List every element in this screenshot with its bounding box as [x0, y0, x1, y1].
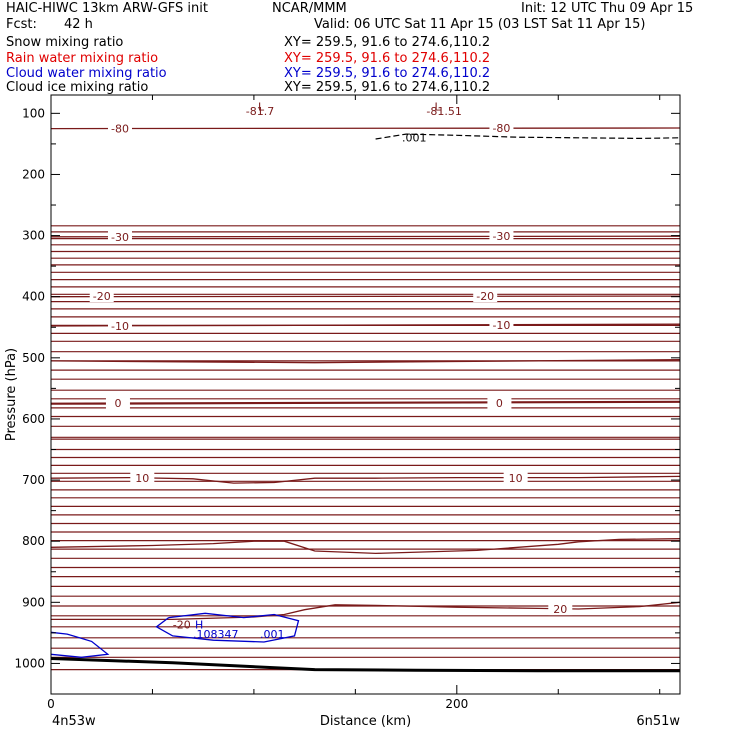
isotherm-label-bg	[503, 472, 528, 485]
isotherm-labeled-line	[51, 601, 680, 621]
isotherm-labeled-line	[51, 295, 680, 298]
isotherm-label: -80	[111, 123, 129, 136]
field-cloudwater-xy: XY= 259.5, 91.6 to 274.6,110.2	[284, 66, 491, 81]
org-label: NCAR/MMM	[272, 1, 347, 16]
x-tick-label: 0	[47, 697, 55, 711]
isotherm-label: -30	[492, 230, 510, 243]
init-label: Init: 12 UTC Thu 09 Apr 15	[521, 1, 694, 16]
y-tick-label: 700	[22, 473, 45, 487]
isotherm-labeled-line	[51, 400, 680, 405]
chart-annotation: L	[434, 100, 441, 113]
cloud-water-contour	[155, 612, 300, 643]
isotherm-label: -10	[111, 320, 129, 333]
isotherm-label: -10	[492, 319, 510, 332]
isotherm-label: 10	[135, 472, 149, 485]
field-rain-xy: XY= 259.5, 91.6 to 274.6,110.2	[284, 51, 491, 66]
isotherm-label: -80	[492, 122, 510, 135]
isotherm-label-bg	[107, 230, 132, 243]
y-tick-label: 600	[22, 412, 45, 426]
isotherm-label-bg	[105, 397, 130, 410]
valid-label: Valid: 06 UTC Sat 11 Apr 15 (03 LST Sat …	[314, 17, 646, 32]
isotherm-label-bg	[473, 290, 498, 303]
field-cloudice-xy: XY= 259.5, 91.6 to 274.6,110.2	[284, 80, 491, 95]
right-endpoint-label: 6n51w	[636, 714, 680, 729]
y-tick-label: 900	[22, 595, 45, 609]
isotherm-label-bg	[107, 320, 132, 333]
x-axis-label: Distance (km)	[320, 714, 411, 729]
plot-frame	[50, 94, 681, 695]
chart-annotation: .001	[260, 628, 285, 641]
chart-annotation: .001	[402, 131, 427, 144]
isotherm-labeled-line	[51, 235, 680, 238]
isotherm-labeled-line	[51, 127, 680, 130]
isotherm-label: -20	[476, 290, 494, 303]
y-tick-label: 400	[22, 290, 45, 304]
field-cloudice-name: Cloud ice mixing ratio	[6, 80, 149, 95]
cloud-water-contour	[51, 631, 110, 658]
y-tick-label: 800	[22, 534, 45, 548]
fcst-label: Fcst:	[6, 17, 37, 32]
chart-annotation: -20	[173, 619, 191, 632]
chart-annotation: L	[258, 100, 265, 113]
field-snow-xy: XY= 259.5, 91.6 to 274.6,110.2	[284, 35, 491, 50]
isotherm-label: 0	[114, 397, 121, 410]
isotherm-label: 20	[553, 603, 567, 616]
y-tick-label: 1000	[14, 656, 45, 670]
isotherm-label: 0	[496, 397, 503, 410]
field-rain-name: Rain water mixing ratio	[6, 51, 159, 66]
y-tick-label: 300	[22, 229, 45, 243]
left-endpoint-label: 4n53w	[52, 714, 96, 729]
y-tick-label: 200	[22, 167, 45, 181]
chart-annotation: .108347	[193, 628, 239, 641]
isotherm-label: -30	[111, 231, 129, 244]
field-cloudwater-name: Cloud water mixing ratio	[6, 66, 167, 81]
isotherm-label: 10	[509, 472, 523, 485]
fcst-value: 42 h	[64, 17, 93, 32]
isotherm-label-bg	[487, 397, 512, 410]
isotherm-labeled-line	[51, 538, 680, 555]
terrain-line	[51, 657, 680, 673]
x-tick-label: 200	[445, 697, 468, 711]
isotherm-label-bg	[548, 603, 573, 616]
isotherm-labeled-line	[51, 323, 680, 327]
isotherm-label-bg	[489, 318, 514, 331]
y-tick-label: 500	[22, 351, 45, 365]
cloud-ice-contour	[375, 133, 680, 140]
field-snow-name: Snow mixing ratio	[6, 35, 124, 50]
isotherm-label-bg	[107, 122, 132, 135]
model-title: HAIC-HIWC 13km ARW-GFS init	[6, 1, 208, 16]
isotherm-label-bg	[89, 290, 114, 303]
isotherm-labeled-line	[51, 475, 680, 484]
isotherm-label-bg	[489, 122, 514, 135]
y-axis-label: Pressure (hPa)	[4, 348, 19, 441]
chart-annotation: -81.51	[426, 105, 461, 118]
chart-annotation: H	[195, 619, 203, 632]
isotherm-label-bg	[130, 472, 155, 485]
isotherm-labeled-line	[51, 359, 680, 364]
isotherm-label: -20	[93, 290, 111, 303]
chart-annotation: -81.7	[246, 105, 274, 118]
isotherm-label-bg	[489, 230, 514, 243]
y-tick-label: 100	[22, 106, 45, 120]
